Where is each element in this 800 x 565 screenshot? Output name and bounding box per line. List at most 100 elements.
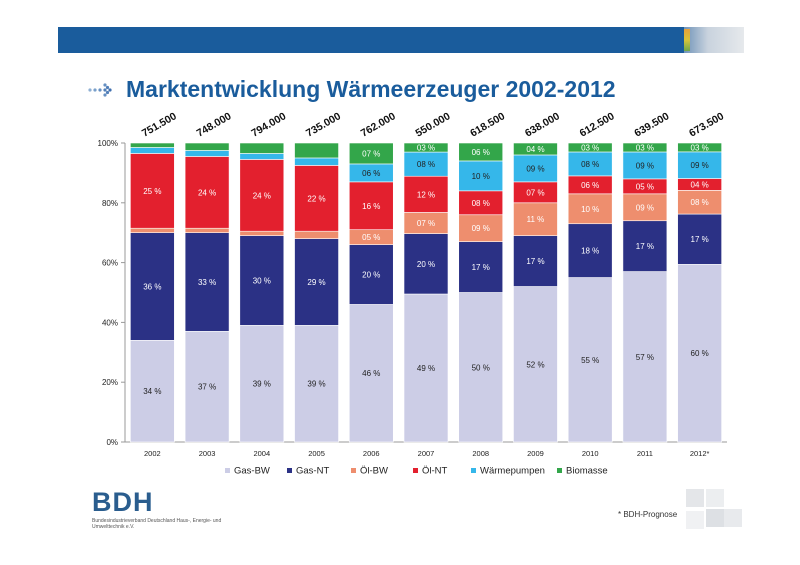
bdh-logo: BDH Bundesindustrieverband Deutschland H…: [92, 487, 232, 531]
data-label: 24 %: [198, 188, 216, 197]
legend-swatch: [351, 468, 356, 473]
bar-segment: [184, 150, 230, 157]
legend-label: Gas-BW: [234, 466, 270, 477]
total-label: 735.000: [304, 110, 343, 139]
total-label: 550.000: [414, 110, 453, 139]
bar-segment: [130, 227, 175, 233]
bar-segment: [184, 156, 230, 229]
bar-segment: [458, 160, 504, 192]
bar-segment: [513, 286, 558, 443]
bar-segment: [403, 151, 449, 177]
bar-segment: [130, 232, 175, 341]
bar-segment: [184, 142, 230, 151]
bar-segment: [513, 142, 558, 156]
bar-segment: [294, 142, 339, 159]
bar-segment: [567, 223, 613, 278]
data-label: 08 %: [417, 160, 435, 169]
bar-segment: [513, 235, 558, 287]
data-label: 52 %: [526, 360, 544, 369]
header-bar: [58, 27, 744, 53]
logo-text: BDH: [92, 487, 154, 517]
data-label: 33 %: [198, 278, 216, 287]
bar-segment: [239, 325, 285, 443]
data-label: 09 %: [472, 224, 490, 233]
total-label: 618.500: [468, 110, 507, 139]
bar-segment: [239, 142, 285, 154]
data-label: 55 %: [581, 356, 599, 365]
x-tick-label: 2011: [637, 449, 653, 458]
data-label: 08 %: [581, 160, 599, 169]
bar-segment: [677, 142, 722, 153]
bar-segment: [294, 157, 339, 166]
legend-label: Biomasse: [566, 466, 608, 477]
data-label: 17 %: [636, 242, 654, 251]
bar-segment: [622, 142, 668, 153]
data-label: 24 %: [253, 191, 271, 200]
bar-segment: [239, 235, 285, 326]
data-label: 09 %: [636, 203, 654, 212]
data-label: 11 %: [527, 215, 545, 224]
y-tick-label: 60%: [102, 259, 118, 268]
data-label: 20 %: [362, 271, 380, 280]
legend-swatch: [225, 468, 230, 473]
legend-swatch: [287, 468, 292, 473]
bar-segment: [513, 154, 558, 183]
data-label: 39 %: [307, 380, 325, 389]
y-tick-label: 80%: [102, 199, 118, 208]
bar-segment: [458, 292, 504, 443]
data-label: 06 %: [581, 181, 599, 190]
bar-segment: [239, 159, 285, 232]
header-bar-fade: [684, 27, 744, 53]
bar-segment: [677, 151, 722, 179]
bar-segment: [458, 241, 504, 293]
data-label: 07 %: [417, 219, 435, 228]
header-bar-accent: [684, 29, 690, 51]
bar-segment: [239, 153, 285, 160]
data-label: 50 %: [472, 363, 490, 372]
bar-segment: [403, 293, 449, 443]
data-label: 39 %: [253, 380, 271, 389]
bar-segment: [130, 147, 175, 154]
x-tick-label: 2002: [144, 449, 161, 458]
bar-segment: [294, 230, 339, 239]
data-label: 20 %: [417, 260, 435, 269]
x-tick-label: 2010: [582, 449, 599, 458]
data-label: 25 %: [143, 187, 161, 196]
total-label: 794.000: [249, 110, 288, 139]
data-label: 07 %: [526, 188, 544, 197]
data-label: 16 %: [362, 202, 380, 211]
total-label: 748.000: [195, 110, 234, 139]
x-tick-label: 2008: [472, 449, 489, 458]
data-label: 06 %: [362, 169, 380, 178]
data-label: 49 %: [417, 364, 435, 373]
dotted-arrow-icon: [88, 82, 112, 97]
bar-segment: [184, 331, 230, 443]
data-label: 22 %: [307, 194, 325, 203]
x-tick-label: 2009: [527, 449, 544, 458]
data-label: 10 %: [581, 205, 599, 214]
logo-subtitle: Bundesindustrieverband Deutschland Haus-…: [92, 518, 222, 530]
bar-segment: [567, 142, 613, 153]
y-tick-label: 40%: [102, 318, 118, 327]
data-label: 03 %: [581, 143, 599, 152]
bar-segment: [348, 181, 394, 231]
data-label: 17 %: [526, 257, 544, 266]
data-label: 30 %: [253, 277, 271, 286]
data-label: 57 %: [636, 353, 654, 362]
data-label: 05 %: [636, 182, 654, 191]
x-tick-label: 2005: [308, 449, 325, 458]
bar-segment: [567, 193, 613, 225]
x-tick-label: 2004: [253, 449, 270, 458]
bar-segment: [130, 340, 175, 443]
decorative-squares: [686, 489, 742, 531]
bar-segment: [458, 142, 504, 162]
data-label: 03 %: [636, 143, 654, 152]
x-tick-label: 2003: [199, 449, 216, 458]
y-tick-label: 20%: [102, 378, 118, 387]
x-tick-label: 2012*: [690, 449, 710, 458]
legend-swatch: [413, 468, 418, 473]
total-label: 751.500: [140, 110, 179, 139]
data-label: 04 %: [526, 145, 544, 154]
data-label: 09 %: [526, 164, 544, 173]
